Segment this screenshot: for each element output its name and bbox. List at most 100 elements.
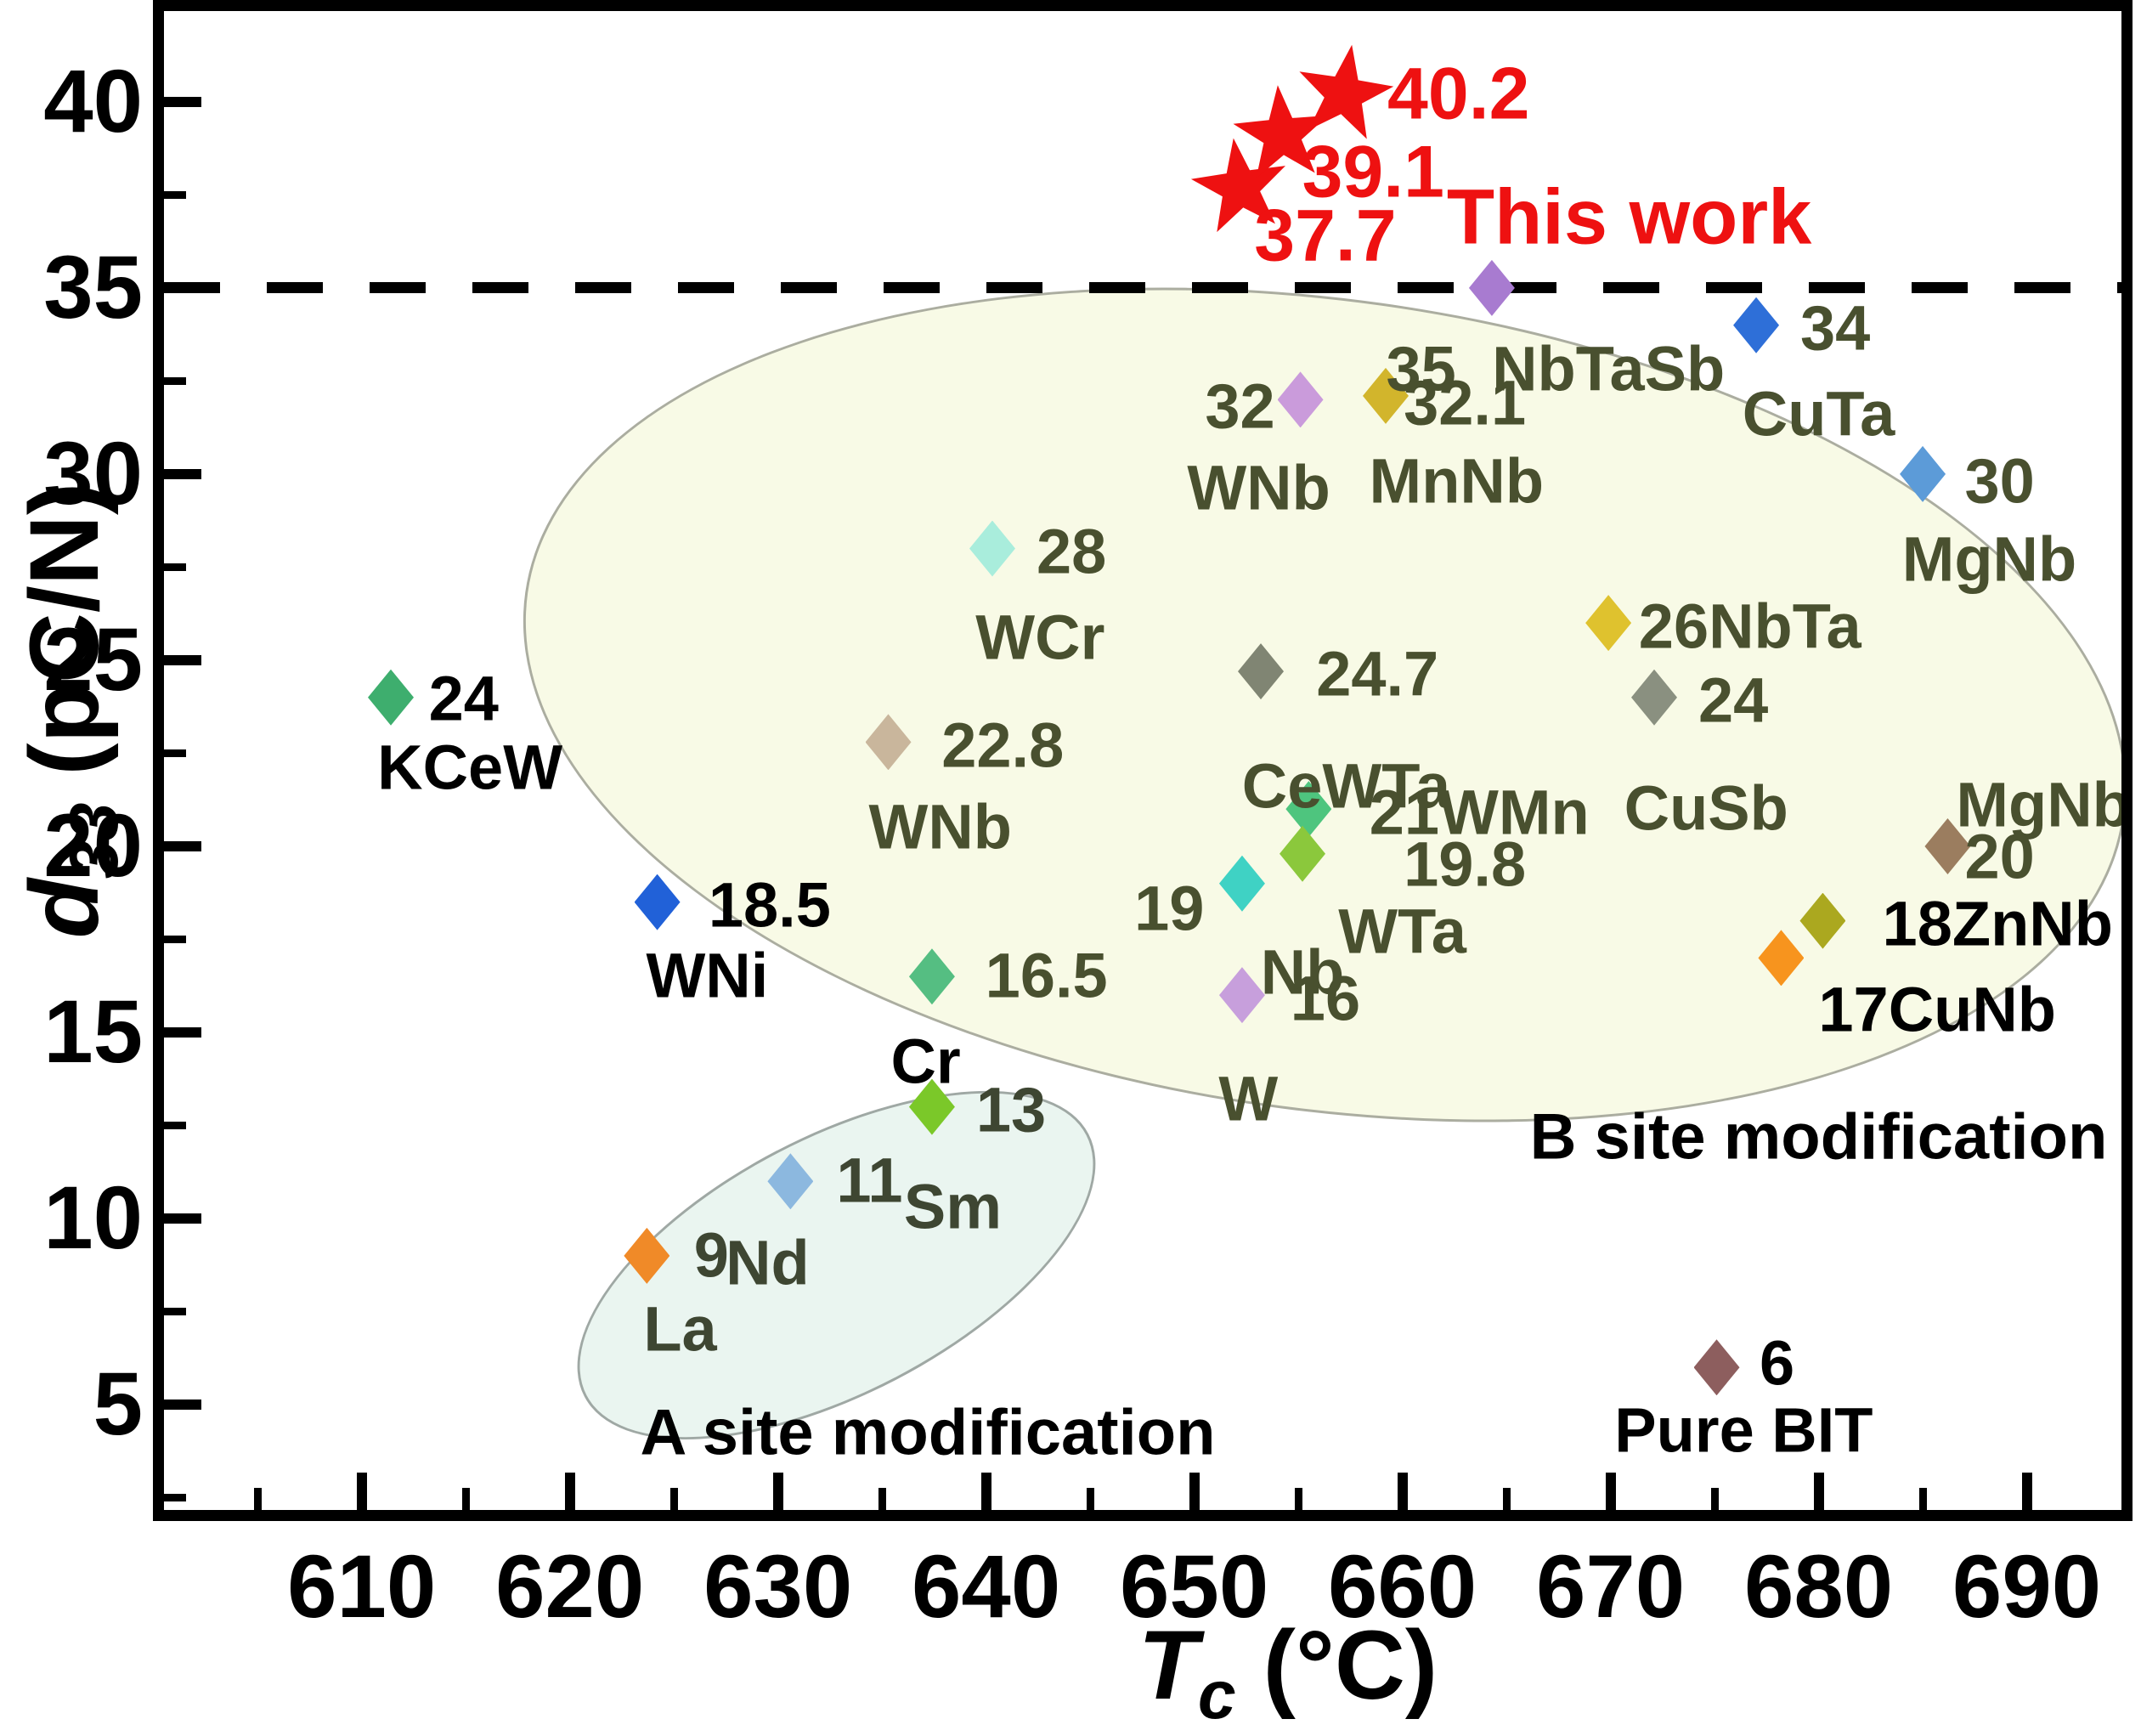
point-label-MnNb-0: 32.1 bbox=[1404, 367, 1527, 438]
x-minor-tick-685 bbox=[1918, 1488, 1927, 1510]
y-major-tick-10 bbox=[164, 1213, 201, 1224]
point-label-CuSb-0: 24 bbox=[1698, 664, 1769, 736]
point-label-WNb-22.8-1: WNb bbox=[868, 791, 1013, 862]
point-marker-PureBIT bbox=[1693, 1339, 1740, 1396]
y-major-tick-40 bbox=[164, 96, 201, 107]
y-minor-tick-32.5 bbox=[164, 376, 186, 385]
point-marker-KCeW bbox=[368, 669, 415, 726]
point-label-WNi-1: WNi bbox=[646, 940, 769, 1011]
region-label-a-site: A site modification bbox=[640, 1396, 1216, 1469]
x-tick-label-610: 610 bbox=[287, 1537, 437, 1637]
point-label-WCr-1: WCr bbox=[975, 602, 1105, 673]
star-marker-40.2 bbox=[1288, 38, 1400, 150]
point-label-Sm-0: 13 bbox=[975, 1074, 1047, 1145]
x-tick-label-650: 650 bbox=[1120, 1537, 1269, 1637]
point-label-ZnNb-0: 18ZnNb bbox=[1882, 888, 2113, 959]
y-axis-title: d33 (pC/N) bbox=[0, 483, 246, 1047]
y-tick-label-40: 40 bbox=[43, 51, 143, 151]
point-label-MgNb-30-0: 30 bbox=[1964, 445, 2035, 517]
point-label-WTa-0: 19.8 bbox=[1404, 828, 1527, 900]
point-label-CuTa-1: CuTa bbox=[1742, 378, 1895, 450]
point-label-WCr-0: 28 bbox=[1036, 516, 1107, 587]
x-minor-tick-635 bbox=[878, 1488, 886, 1510]
x-major-tick-630 bbox=[772, 1473, 783, 1510]
point-label-La-1: La bbox=[643, 1293, 717, 1365]
point-label-La-0: 9 bbox=[693, 1219, 729, 1291]
x-axis-unit: (°C) bbox=[1235, 1611, 1438, 1721]
y-major-tick-25 bbox=[164, 654, 201, 665]
point-label-NbTa-0: 26NbTa bbox=[1638, 591, 1861, 662]
point-label-W-1: W bbox=[1218, 1063, 1279, 1134]
region-b-site bbox=[469, 190, 2121, 1219]
x-tick-label-660: 660 bbox=[1327, 1537, 1477, 1637]
x-major-tick-680 bbox=[1813, 1473, 1824, 1510]
point-marker-NbTaSb bbox=[1468, 259, 1515, 316]
point-label-WTa-1: WTa bbox=[1338, 896, 1466, 967]
x-major-tick-660 bbox=[1397, 1473, 1408, 1510]
x-minor-tick-655 bbox=[1294, 1488, 1302, 1510]
y-tick-label-10: 10 bbox=[43, 1168, 143, 1268]
point-label-CuNb-0: 17CuNb bbox=[1818, 974, 2056, 1045]
x-axis-subscript: c bbox=[1197, 1656, 1236, 1733]
point-label-KCeW-1: KCeW bbox=[377, 732, 563, 803]
x-tick-label-630: 630 bbox=[703, 1537, 853, 1637]
point-label-CeWTa-1: CeWTa bbox=[1241, 750, 1451, 822]
x-major-tick-640 bbox=[980, 1473, 991, 1510]
point-label-W-0: 16 bbox=[1290, 963, 1361, 1034]
x-minor-tick-625 bbox=[669, 1488, 678, 1510]
star-marker-39.1 bbox=[1226, 79, 1338, 191]
y-tick-label-35: 35 bbox=[43, 237, 143, 337]
x-major-tick-670 bbox=[1605, 1473, 1616, 1510]
x-axis-symbol: T bbox=[1138, 1611, 1198, 1721]
point-label-MgNb-20-1: 20 bbox=[1964, 821, 2035, 892]
y-tick-label-5: 5 bbox=[93, 1354, 143, 1455]
point-label-WNb-22.8-0: 22.8 bbox=[941, 710, 1065, 781]
point-label-Cr-0: 16.5 bbox=[985, 940, 1108, 1011]
y-minor-tick-12.5 bbox=[164, 1122, 186, 1129]
point-label-WNb-32-0: 32 bbox=[1205, 370, 1275, 442]
this-work-label: This work bbox=[1446, 173, 1812, 261]
x-minor-tick-675 bbox=[1710, 1488, 1719, 1510]
point-label-Cr-1: Cr bbox=[890, 1026, 961, 1097]
x-major-tick-690 bbox=[2021, 1473, 2032, 1510]
point-label-WMn-0: 21WMn bbox=[1369, 777, 1590, 848]
point-label-MgNb-30-1: MgNb bbox=[1901, 523, 2077, 595]
y-major-tick-20 bbox=[164, 840, 201, 851]
point-label-WNi-0: 18.5 bbox=[708, 869, 831, 941]
y-minor-tick-37.5 bbox=[164, 190, 186, 199]
y-minor-tick-2.5 bbox=[164, 1494, 186, 1502]
point-label-NbTaSb-0: 35 bbox=[1386, 333, 1456, 404]
region-label-b-site: B site modification bbox=[1529, 1100, 2108, 1173]
y-tick-label-30: 30 bbox=[43, 423, 143, 523]
x-minor-tick-615 bbox=[461, 1488, 470, 1510]
x-major-tick-610 bbox=[356, 1473, 367, 1510]
x-tick-label-670: 670 bbox=[1535, 1537, 1686, 1637]
y-tick-label-25: 25 bbox=[43, 609, 143, 710]
y-major-tick-35 bbox=[164, 282, 201, 293]
point-label-NbTaSb-1: NbTaSb bbox=[1492, 333, 1726, 404]
x-tick-label-690: 690 bbox=[1952, 1537, 2102, 1637]
x-tick-label-620: 620 bbox=[495, 1537, 645, 1637]
y-major-tick-30 bbox=[164, 468, 201, 479]
star-value-label-0: 37.7 bbox=[1254, 195, 1397, 277]
y-tick-label-20: 20 bbox=[43, 795, 143, 896]
point-marker-WNi bbox=[634, 874, 681, 930]
point-label-MgNb-20-0: MgNb bbox=[1956, 769, 2131, 840]
x-major-tick-620 bbox=[564, 1473, 575, 1510]
point-label-CuSb-1: CuSb bbox=[1624, 772, 1788, 844]
y-minor-tick-27.5 bbox=[164, 563, 186, 571]
point-label-Sm-1: Sm bbox=[903, 1171, 1003, 1242]
point-label-Nd-1: Nd bbox=[726, 1227, 810, 1298]
dashed-line-35 bbox=[164, 282, 2121, 294]
point-label-CuTa-0: 34 bbox=[1800, 292, 1871, 364]
x-minor-tick-645 bbox=[1086, 1488, 1094, 1510]
y-major-tick-15 bbox=[164, 1026, 201, 1038]
star-marker-37.7 bbox=[1184, 132, 1296, 244]
y-tick-label-15: 15 bbox=[43, 981, 143, 1082]
y-minor-tick-17.5 bbox=[164, 935, 186, 943]
x-major-tick-650 bbox=[1189, 1473, 1200, 1510]
star-value-label-2: 40.2 bbox=[1387, 53, 1530, 135]
x-axis-title: Tc (°C) bbox=[1030, 1497, 1438, 1736]
y-minor-tick-7.5 bbox=[164, 1308, 186, 1316]
y-major-tick-5 bbox=[164, 1400, 201, 1411]
